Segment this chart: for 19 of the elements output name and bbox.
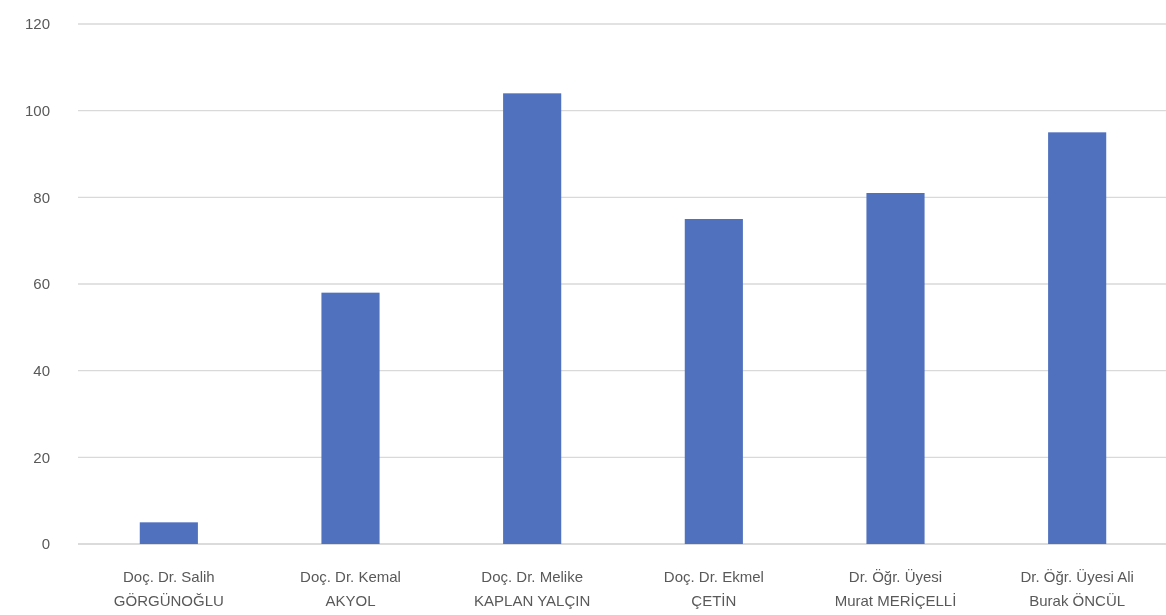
bar (866, 193, 925, 544)
x-tick-label: Dr. Öğr. Üyesi Ali Burak ÖNCÜL (1020, 568, 1134, 609)
y-tick-label: 20 (33, 448, 50, 466)
y-tick-label: 100 (24, 101, 50, 119)
x-tick-label: Doç. Dr. Melike KAPLAN YALÇIN (474, 568, 591, 609)
y-tick-label: 60 (33, 275, 50, 293)
y-tick-label: 40 (33, 361, 50, 379)
x-tick-label: Doç. Dr. Kemal AKYOL (300, 568, 401, 609)
bar (1048, 132, 1107, 544)
x-tick-label: Doç. Dr. Ekmel ÇETİN (663, 568, 764, 609)
bar (321, 292, 380, 544)
y-tick-label: 120 (24, 15, 50, 33)
x-tick-label: Doç. Dr. Salih GÖRGÜNOĞLU (113, 568, 224, 609)
y-tick-label: 0 (41, 535, 50, 553)
bar (139, 522, 198, 544)
y-tick-label: 80 (33, 188, 50, 206)
bar (684, 219, 743, 544)
x-tick-label: Dr. Öğr. Üyesi Murat MERİÇELLİ (834, 568, 957, 609)
bar (503, 93, 562, 544)
